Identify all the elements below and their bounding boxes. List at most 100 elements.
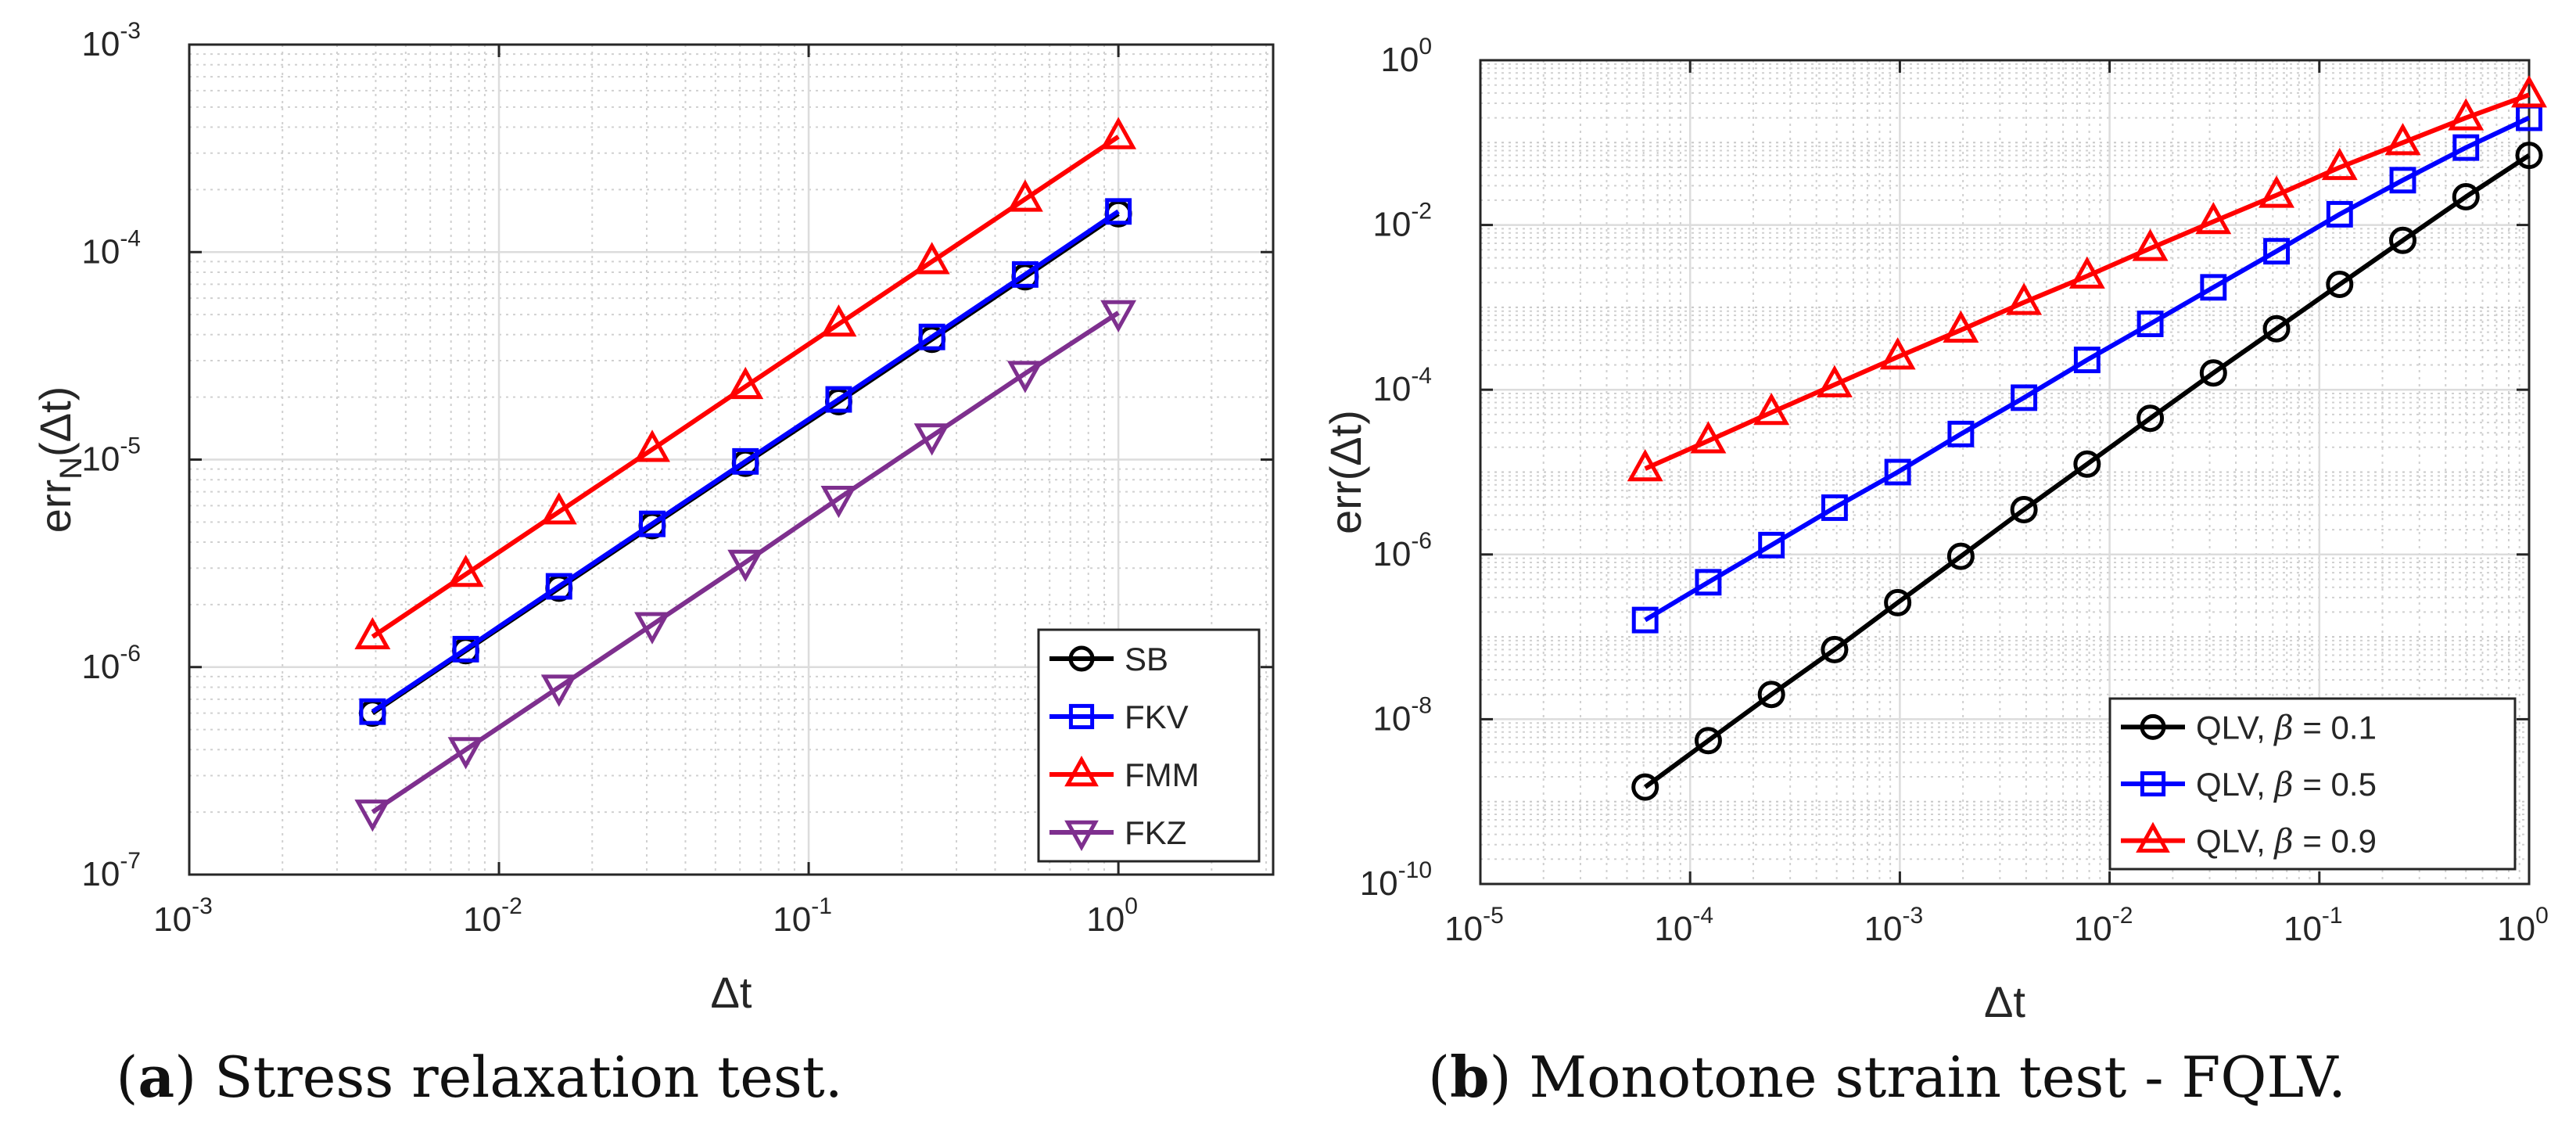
b-data-point	[1884, 458, 1911, 486]
caption-b-label: b	[1450, 1044, 1489, 1110]
b-legend-entry: QLV, β = 0.1	[2121, 708, 2377, 746]
b-ylabel: err(Δt)	[1321, 410, 1370, 534]
b-xtick-label: 10-3	[1864, 903, 1924, 948]
b-data-point	[2326, 200, 2353, 228]
b-data-point	[2389, 167, 2416, 194]
a-ytick-label: 10-6	[81, 641, 141, 686]
b-data-point	[1690, 421, 1727, 454]
b-data-point	[2258, 175, 2295, 208]
a-data-point	[1006, 179, 1043, 212]
a-series-3	[354, 300, 1137, 832]
b-ytick-label: 10-10	[1360, 857, 1432, 903]
b-data-point	[2511, 75, 2547, 108]
a-data-point	[820, 304, 857, 337]
a-xlabel: Δt	[711, 968, 752, 1017]
b-data-point	[1627, 448, 1663, 482]
b-data-point	[2515, 142, 2543, 170]
b-data-point	[1758, 531, 1785, 559]
a-xtick-label: 10-3	[153, 893, 213, 939]
b-ytick-label: 100	[1380, 34, 1432, 79]
b-xtick-label: 100	[2497, 903, 2549, 948]
b-data-point	[2010, 496, 2038, 524]
a-data-point	[447, 554, 484, 587]
b-data-point	[2199, 359, 2227, 387]
b-data-point	[1631, 773, 1659, 801]
a-xtick-label: 10-2	[463, 893, 522, 939]
b-legend-swatch-marker	[2140, 713, 2166, 740]
b-data-point	[2068, 256, 2105, 289]
a-ytick-label: 10-7	[81, 848, 141, 893]
b-data-point	[1816, 365, 1853, 397]
b-data-point	[2448, 98, 2485, 131]
a-ytick-label: 10-5	[81, 433, 141, 479]
b-series-line	[1644, 92, 2531, 471]
b-series-0	[1631, 142, 2543, 801]
panel-b: 10-5 10-4 10-3 10-2 10-1 100 10-10 10-8 10-6 10-4…	[1321, 34, 2549, 1026]
a-series-line	[371, 135, 1120, 639]
b-data-point	[2073, 450, 2101, 478]
b-xtick-label: 10-5	[1444, 903, 1504, 948]
a-data-point	[820, 486, 857, 519]
b-ytick-label: 10-4	[1372, 363, 1432, 408]
a-xtick-label: 100	[1086, 893, 1138, 939]
a-legend-entry: FKZ	[1049, 814, 1186, 851]
caption-a: (a) Stress relaxation test.	[116, 1044, 842, 1110]
a-data-point	[918, 323, 945, 350]
a-data-point	[1105, 198, 1132, 225]
b-data-point	[2073, 347, 2101, 374]
a-data-point	[634, 429, 670, 462]
b-xtick-label: 10-1	[2284, 903, 2343, 948]
a-series-line	[371, 311, 1120, 814]
b-tick-marks	[1479, 59, 2531, 886]
a-data-point	[354, 799, 391, 832]
a-series-2	[354, 117, 1137, 650]
b-legend-entry: QLV, β = 0.9	[2121, 822, 2377, 861]
a-ytick-label: 10-3	[81, 18, 141, 63]
b-data-point	[2132, 228, 2169, 261]
a-legend-label: FKZ	[1125, 814, 1186, 851]
a-xtick-label: 10-1	[773, 893, 832, 939]
b-data-point	[2263, 238, 2291, 265]
b-data-point	[2326, 271, 2354, 299]
a-legend-label: SB	[1125, 641, 1168, 677]
b-data-point	[1884, 588, 1912, 616]
caption-b: (b) Monotone strain test - FQLV.	[1428, 1044, 2346, 1110]
b-xlabel: Δt	[1984, 977, 2025, 1026]
b-data-point	[2389, 226, 2417, 254]
a-data-point	[825, 386, 852, 413]
a-legend-label: FKV	[1125, 699, 1189, 735]
panel-a: 10-3 10-2 10-1 100 10-7 10-6 10-5 10-4 10-3 Δt err…	[30, 18, 1275, 1017]
b-data-point	[1943, 310, 1979, 343]
a-legend-swatch-marker	[1064, 756, 1099, 787]
b-data-point	[1694, 727, 1722, 755]
b-data-point	[2452, 183, 2480, 211]
a-legend-label: FMM	[1125, 756, 1200, 793]
b-legend-swatch-marker	[2140, 771, 2166, 797]
a-legend: SB FKV FMM FKZ	[1037, 628, 1261, 863]
a-data-point	[913, 242, 950, 275]
a-ytick-label: 10-4	[81, 225, 141, 271]
a-series-1	[359, 198, 1132, 725]
a-legend-entry: SB	[1049, 641, 1168, 677]
a-data-point	[1006, 361, 1043, 393]
b-data-point	[2384, 123, 2421, 156]
b-data-point	[2321, 147, 2358, 181]
b-legend-label: QLV, β = 0.1	[2196, 708, 2377, 746]
caption-b-text: Monotone strain test - FQLV.	[1512, 1044, 2346, 1110]
b-series-line	[1643, 153, 2531, 789]
a-data-point	[540, 492, 577, 525]
a-legend-entry: FKV	[1049, 699, 1189, 735]
b-legend-label: QLV, β = 0.5	[2196, 765, 2377, 803]
a-legend-swatch-marker	[1068, 645, 1095, 672]
a-data-point	[540, 674, 577, 707]
b-data-point	[2137, 404, 2165, 433]
b-data-point	[1757, 681, 1785, 709]
b-data-point	[2006, 282, 2043, 315]
b-data-point	[2137, 311, 2164, 337]
b-series-2	[1627, 75, 2547, 482]
a-data-point	[452, 635, 479, 663]
b-data-point	[1695, 569, 1722, 596]
a-data-point	[1100, 300, 1137, 332]
b-legend-label: QLV, β = 0.9	[2196, 822, 2377, 861]
